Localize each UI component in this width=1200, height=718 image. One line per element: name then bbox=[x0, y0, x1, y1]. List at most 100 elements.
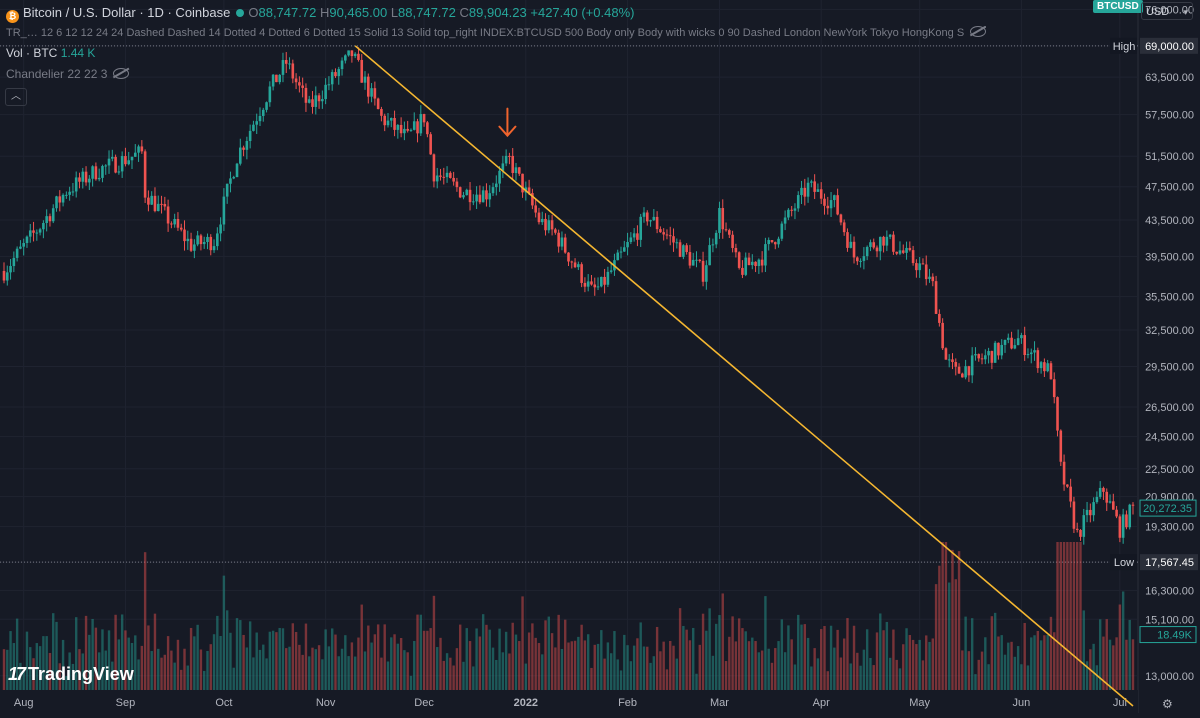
candle-body bbox=[258, 115, 262, 122]
volume-bar bbox=[1036, 630, 1040, 690]
candle-body bbox=[540, 218, 544, 223]
candle-body bbox=[810, 181, 813, 183]
open-value: 88,747.72 bbox=[258, 5, 317, 20]
candle-body bbox=[298, 82, 301, 86]
tradingview-logo[interactable]: 17 TradingView bbox=[8, 664, 134, 685]
volume-bar bbox=[751, 637, 754, 690]
candle-body bbox=[373, 88, 377, 99]
volume-bar bbox=[304, 623, 308, 690]
volume-bar bbox=[150, 651, 153, 690]
price-tag-bg bbox=[1140, 37, 1198, 54]
candle-body bbox=[508, 155, 511, 157]
volume-bar bbox=[678, 608, 682, 690]
settings-gear-icon[interactable]: ⚙ bbox=[1162, 697, 1173, 711]
volume-bar bbox=[242, 634, 245, 690]
candle-body bbox=[209, 236, 213, 251]
volume-bar bbox=[347, 656, 350, 690]
candle-body bbox=[1105, 491, 1109, 503]
volume-bar bbox=[829, 625, 833, 690]
volume-bar bbox=[662, 641, 665, 690]
candle-body bbox=[25, 236, 29, 244]
volume-bar bbox=[94, 627, 98, 690]
hide-eye-icon[interactable] bbox=[113, 68, 130, 79]
candle-body bbox=[1125, 514, 1128, 528]
x-tick-label: May bbox=[909, 697, 930, 709]
candle-body bbox=[737, 252, 741, 268]
volume-bar bbox=[183, 648, 186, 690]
volume-bar bbox=[327, 646, 331, 690]
volume-bar bbox=[432, 595, 436, 690]
candle-body bbox=[340, 60, 344, 70]
volume-bar bbox=[1007, 642, 1010, 690]
volume-bar bbox=[951, 549, 954, 690]
volume-bar bbox=[921, 660, 925, 690]
volume-bar bbox=[367, 625, 370, 690]
candle-body bbox=[189, 238, 193, 251]
candle-body bbox=[934, 281, 938, 314]
volume-bar bbox=[1059, 542, 1062, 690]
volume-bar bbox=[560, 648, 564, 690]
candle-body bbox=[45, 216, 48, 224]
collapse-legend-button[interactable]: ︿ bbox=[5, 88, 27, 106]
candle-body bbox=[865, 246, 869, 257]
volume-bar bbox=[488, 629, 491, 690]
volume-bar bbox=[954, 579, 957, 690]
volume-bar bbox=[731, 616, 734, 690]
volume-bar bbox=[143, 552, 147, 690]
symbol-title[interactable]: Bitcoin / U.S. Dollar · 1D · Coinbase bbox=[23, 5, 231, 20]
volume-bar bbox=[436, 647, 439, 690]
candle-body bbox=[284, 60, 288, 64]
candle-body bbox=[2, 270, 6, 281]
volume-bar bbox=[235, 618, 239, 690]
candle-body bbox=[15, 248, 19, 258]
chandelier-legend[interactable]: Chandelier 22 22 3 bbox=[6, 67, 130, 81]
volume-bar bbox=[189, 627, 193, 690]
volume-bar bbox=[888, 657, 892, 690]
volume-bar bbox=[429, 628, 432, 690]
volume-bar bbox=[409, 675, 413, 690]
volume-bar bbox=[685, 629, 688, 690]
volume-bar bbox=[665, 669, 669, 690]
candle-body bbox=[616, 252, 620, 261]
volume-bar bbox=[88, 634, 91, 690]
bitcoin-icon: ₿ bbox=[6, 10, 19, 23]
candle-body bbox=[668, 235, 672, 237]
volume-bar bbox=[974, 674, 977, 690]
volume-bar bbox=[390, 637, 393, 690]
candle-body bbox=[442, 176, 446, 178]
volume-bar bbox=[491, 647, 495, 690]
candle-body bbox=[65, 194, 68, 196]
volume-legend[interactable]: Vol · BTC 1.44 K bbox=[6, 46, 95, 60]
candle-body bbox=[974, 354, 977, 356]
volume-bar bbox=[941, 542, 944, 690]
candle-body bbox=[9, 266, 12, 273]
volume-bar bbox=[1125, 639, 1128, 690]
candle-body bbox=[170, 223, 173, 225]
hide-eye-icon[interactable] bbox=[970, 26, 986, 37]
volume-bar bbox=[928, 641, 931, 690]
volume-bar bbox=[882, 630, 885, 690]
volume-bar bbox=[216, 615, 219, 690]
volume-bar bbox=[288, 646, 291, 690]
candle-body bbox=[386, 120, 390, 126]
candle-body bbox=[314, 95, 318, 107]
candle-body bbox=[1023, 335, 1026, 355]
candle-body bbox=[1079, 529, 1082, 537]
volume-bar bbox=[1118, 604, 1122, 690]
volume-bar bbox=[75, 617, 78, 690]
candle-body bbox=[235, 163, 239, 178]
volume-bar bbox=[376, 624, 380, 690]
candle-body bbox=[760, 259, 764, 266]
volume-bar bbox=[1128, 619, 1131, 690]
volume-bar bbox=[222, 575, 226, 690]
candle-body bbox=[905, 247, 908, 253]
indicators-legend[interactable]: TR_… 12 6 12 12 24 24 Dashed Dashed 14 D… bbox=[6, 26, 986, 39]
candle-body bbox=[1072, 501, 1076, 529]
volume-bar bbox=[163, 654, 167, 690]
currency-select[interactable]: USD ▾ bbox=[1141, 2, 1193, 20]
volume-bar bbox=[337, 656, 340, 690]
candle-body bbox=[1115, 509, 1118, 517]
candle-body bbox=[357, 53, 360, 60]
